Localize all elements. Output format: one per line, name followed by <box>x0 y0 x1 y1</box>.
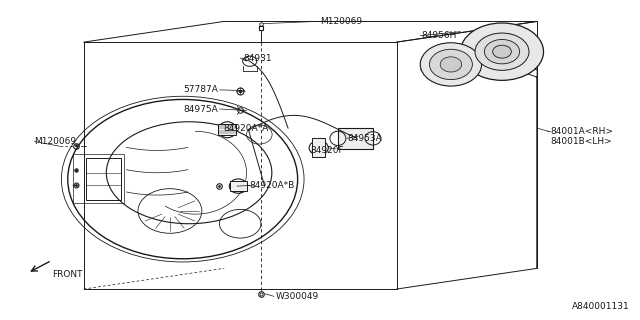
Ellipse shape <box>461 23 543 80</box>
Bar <box>73 154 124 203</box>
Ellipse shape <box>484 39 520 64</box>
Text: 84920A*A: 84920A*A <box>223 124 268 132</box>
Text: 84956H: 84956H <box>421 31 456 40</box>
Text: FRONT: FRONT <box>52 270 83 279</box>
Text: 84920F: 84920F <box>310 146 344 155</box>
Text: 57787A: 57787A <box>183 85 218 94</box>
Bar <box>230 181 247 191</box>
Text: 84931: 84931 <box>243 53 272 62</box>
Text: 84920A*B: 84920A*B <box>250 181 295 190</box>
Bar <box>312 138 325 157</box>
Text: 84001B<LH>: 84001B<LH> <box>550 137 612 146</box>
Text: W300049: W300049 <box>275 292 319 301</box>
Ellipse shape <box>440 57 461 72</box>
Text: M120069: M120069 <box>320 17 362 26</box>
Ellipse shape <box>420 43 481 86</box>
Ellipse shape <box>475 33 529 70</box>
Ellipse shape <box>429 49 472 80</box>
Bar <box>338 128 373 149</box>
Text: 84953A: 84953A <box>348 134 382 143</box>
Text: M120069: M120069 <box>35 137 77 146</box>
Text: 84001A<RH>: 84001A<RH> <box>550 127 613 136</box>
Bar <box>218 124 236 135</box>
Text: A840001131: A840001131 <box>572 302 630 311</box>
Ellipse shape <box>493 45 511 58</box>
Text: 84975A: 84975A <box>183 105 218 114</box>
Bar <box>86 158 121 200</box>
